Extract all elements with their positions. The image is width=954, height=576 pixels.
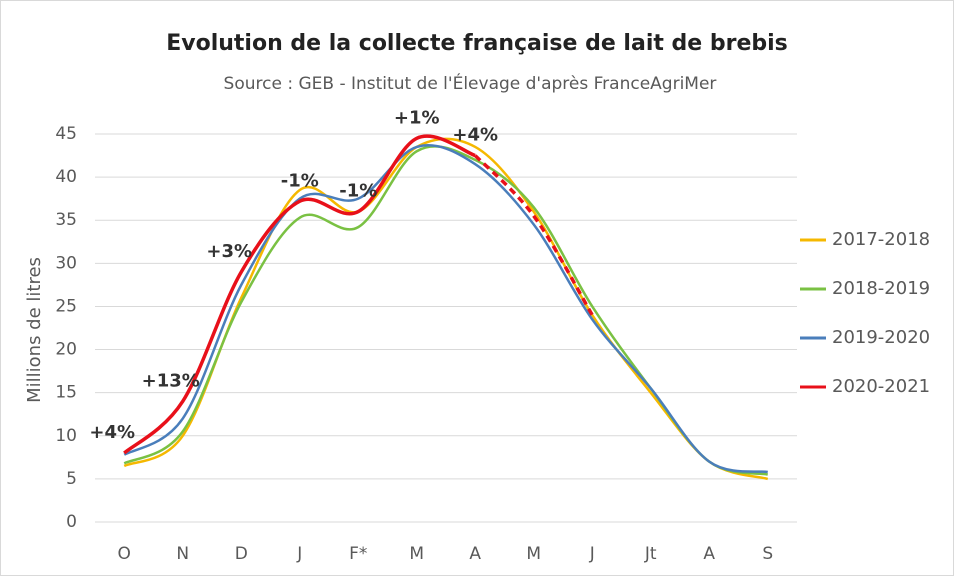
x-tick-label: O	[118, 544, 131, 564]
legend-label: 2018-2019	[832, 278, 930, 299]
annotation: +4%	[89, 422, 135, 443]
annotation: +4%	[452, 125, 498, 146]
legend-label: 2017-2018	[832, 229, 930, 250]
x-tick-label: Jt	[644, 544, 657, 564]
x-tick-label: J	[296, 544, 302, 564]
series-line	[123, 134, 476, 455]
y-tick-label: 25	[55, 296, 77, 316]
x-tick-label: J	[589, 544, 595, 564]
annotation: +1%	[394, 107, 440, 128]
y-tick-label: 5	[66, 469, 77, 489]
chart-title: Evolution de la collecte française de la…	[166, 31, 788, 56]
y-tick-label: 35	[55, 210, 77, 230]
y-tick-label: 10	[55, 426, 77, 446]
x-tick-label: M	[526, 544, 541, 564]
chart-subtitle: Source : GEB - Institut de l'Élevage d'a…	[224, 72, 717, 94]
x-tick-label: F*	[349, 544, 367, 564]
annotation: +13%	[142, 370, 200, 391]
annotation: -1%	[339, 181, 377, 202]
x-tick-label: N	[176, 544, 189, 564]
x-tick-label: M	[409, 544, 424, 564]
series-line-dashed	[473, 154, 594, 316]
annotation: -1%	[281, 170, 319, 191]
x-tick-label: D	[235, 544, 248, 564]
y-axis-label: Millions de litres	[24, 257, 45, 403]
y-tick-label: 30	[55, 253, 77, 273]
legend-label: 2019-2020	[832, 327, 930, 348]
legend-label: 2020-2021	[832, 376, 930, 397]
annotation: +3%	[206, 241, 252, 262]
y-tick-label: 45	[55, 124, 77, 144]
series-line	[123, 144, 768, 474]
y-tick-label: 15	[55, 383, 77, 403]
y-tick-label: 0	[66, 512, 77, 532]
y-tick-label: 20	[55, 340, 77, 360]
x-tick-label: S	[762, 544, 773, 564]
y-tick-label: 40	[55, 167, 77, 187]
x-tick-label: A	[703, 544, 715, 564]
x-tick-label: A	[469, 544, 481, 564]
